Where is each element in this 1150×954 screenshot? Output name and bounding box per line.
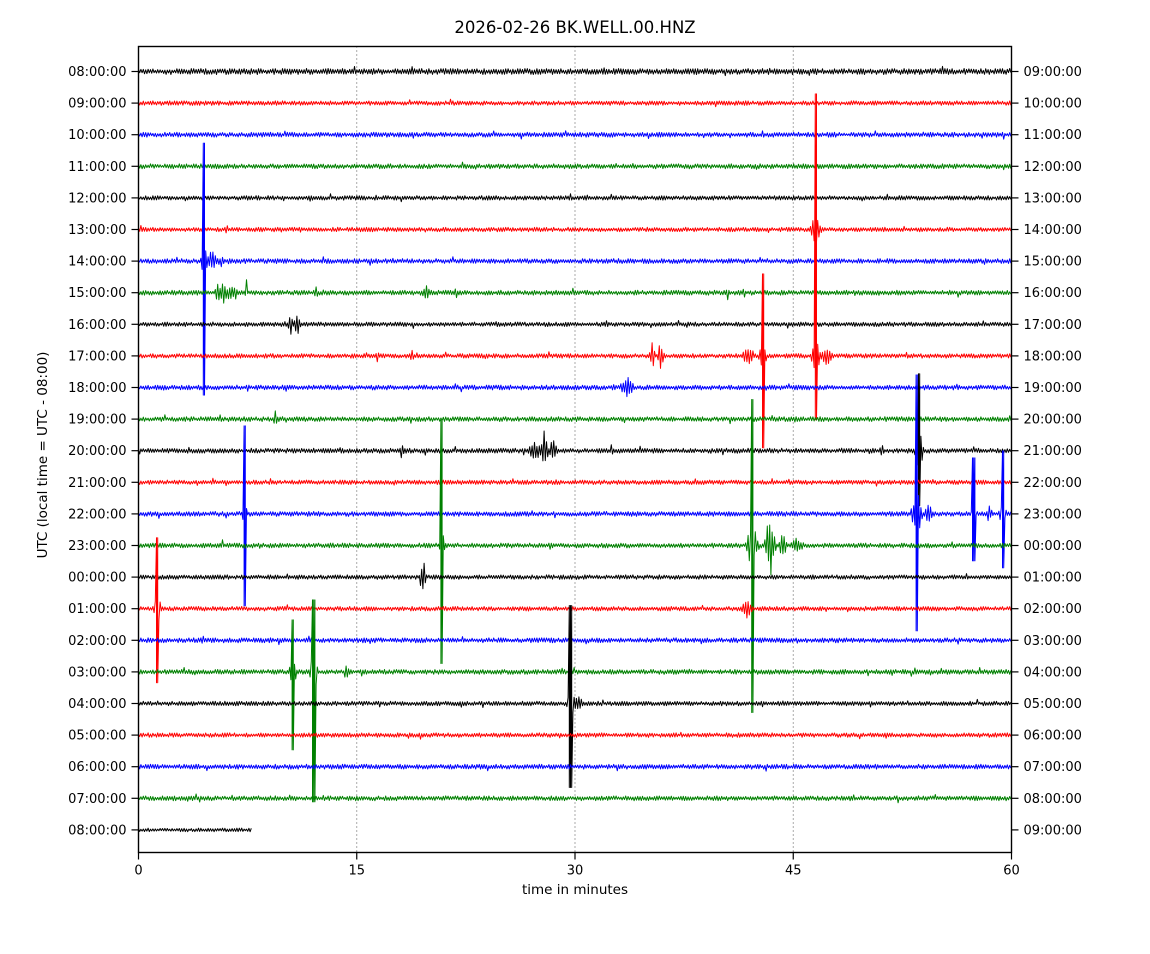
left-time-label: 16:00:00 bbox=[68, 318, 126, 333]
right-time-label: 03:00:00 bbox=[1024, 634, 1082, 649]
trace-row-22 bbox=[138, 374, 1012, 632]
trace-row-15 bbox=[138, 279, 1012, 304]
trace-row-13 bbox=[138, 219, 1012, 243]
trace-row-01 bbox=[138, 537, 1012, 684]
left-time-label: 17:00:00 bbox=[68, 349, 126, 364]
axes-ticks-labels: 0 15 30 45 60 08:00:00 09:00:00 09:00:00 10:00:0… bbox=[68, 65, 1082, 879]
right-time-label: 15:00:00 bbox=[1024, 255, 1082, 270]
left-time-label: 07:00:00 bbox=[68, 792, 126, 807]
x-tick-label: 30 bbox=[567, 864, 584, 879]
right-time-label: 13:00:00 bbox=[1024, 191, 1082, 206]
chart-title: 2026-02-26 BK.WELL.00.HNZ bbox=[454, 18, 695, 37]
right-time-label: 14:00:00 bbox=[1024, 223, 1082, 238]
right-time-label: 09:00:00 bbox=[1024, 65, 1082, 80]
right-time-label: 08:00:00 bbox=[1024, 792, 1082, 807]
trace-row-20 bbox=[138, 373, 1012, 507]
right-time-label: 21:00:00 bbox=[1024, 444, 1082, 459]
left-time-label: 11:00:00 bbox=[68, 160, 126, 175]
right-time-label: 10:00:00 bbox=[1024, 97, 1082, 112]
trace-row-10 bbox=[138, 130, 1012, 140]
x-tick-label: 0 bbox=[134, 864, 142, 879]
left-time-label: 15:00:00 bbox=[68, 286, 126, 301]
right-time-label: 23:00:00 bbox=[1024, 507, 1082, 522]
right-time-label: 22:00:00 bbox=[1024, 476, 1082, 491]
left-time-label: 09:00:00 bbox=[68, 97, 126, 112]
trace-row-06 bbox=[138, 763, 1012, 772]
right-time-label: 04:00:00 bbox=[1024, 665, 1082, 680]
trace-row-17 bbox=[138, 93, 1012, 449]
left-time-label: 00:00:00 bbox=[68, 571, 126, 586]
trace-row-08 bbox=[138, 65, 1012, 77]
left-time-label: 19:00:00 bbox=[68, 413, 126, 428]
left-time-label: 23:00:00 bbox=[68, 539, 126, 554]
right-time-label: 19:00:00 bbox=[1024, 381, 1082, 396]
right-time-label: 11:00:00 bbox=[1024, 128, 1082, 143]
trace-row-16 bbox=[138, 315, 1012, 335]
trace-row-00 bbox=[138, 562, 1012, 590]
x-axis-label: time in minutes bbox=[522, 882, 628, 898]
left-time-label: 20:00:00 bbox=[68, 444, 126, 459]
right-time-label: 02:00:00 bbox=[1024, 602, 1082, 617]
trace-row-11 bbox=[138, 161, 1012, 171]
left-time-label: 08:00:00 bbox=[68, 823, 126, 838]
left-time-label: 14:00:00 bbox=[68, 255, 126, 270]
trace-lines bbox=[138, 65, 1012, 833]
right-time-label: 05:00:00 bbox=[1024, 697, 1082, 712]
left-time-label: 12:00:00 bbox=[68, 191, 126, 206]
left-time-label: 03:00:00 bbox=[68, 665, 126, 680]
right-time-label: 12:00:00 bbox=[1024, 160, 1082, 175]
trace-row-18 bbox=[138, 377, 1012, 398]
trace-row-12 bbox=[138, 193, 1012, 203]
right-time-label: 17:00:00 bbox=[1024, 318, 1082, 333]
x-tick-label: 15 bbox=[348, 864, 365, 879]
trace-row-09 bbox=[138, 98, 1012, 108]
left-time-label: 01:00:00 bbox=[68, 602, 126, 617]
right-time-label: 16:00:00 bbox=[1024, 286, 1082, 301]
plot-frame bbox=[137, 45, 1013, 854]
left-time-label: 02:00:00 bbox=[68, 634, 126, 649]
trace-row-07 bbox=[138, 793, 1012, 804]
trace-row-14 bbox=[138, 142, 1012, 396]
right-time-label: 06:00:00 bbox=[1024, 729, 1082, 744]
left-time-label: 21:00:00 bbox=[68, 476, 126, 491]
left-time-label: 18:00:00 bbox=[68, 381, 126, 396]
trace-row-19 bbox=[138, 410, 1012, 425]
y-axis-label: UTC (local time = UTC - 08:00) bbox=[35, 352, 51, 559]
left-time-label: 13:00:00 bbox=[68, 223, 126, 238]
left-time-label: 06:00:00 bbox=[68, 760, 126, 775]
right-time-label: 20:00:00 bbox=[1024, 413, 1082, 428]
trace-row-08 bbox=[138, 827, 252, 833]
left-time-label: 05:00:00 bbox=[68, 729, 126, 744]
trace-row-02 bbox=[138, 635, 1012, 646]
x-tick-label: 60 bbox=[1003, 864, 1020, 879]
left-time-label: 10:00:00 bbox=[68, 128, 126, 143]
right-time-label: 18:00:00 bbox=[1024, 349, 1082, 364]
trace-row-04 bbox=[138, 605, 1012, 788]
right-time-label: 07:00:00 bbox=[1024, 760, 1082, 775]
left-time-label: 22:00:00 bbox=[68, 507, 126, 522]
left-time-label: 08:00:00 bbox=[68, 65, 126, 80]
right-time-label: 09:00:00 bbox=[1024, 823, 1082, 838]
trace-row-05 bbox=[138, 731, 1012, 740]
trace-row-21 bbox=[138, 477, 1012, 487]
right-time-label: 01:00:00 bbox=[1024, 571, 1082, 586]
x-tick-label: 45 bbox=[785, 864, 802, 879]
trace-row-23 bbox=[138, 399, 1012, 713]
left-time-label: 04:00:00 bbox=[68, 697, 126, 712]
right-time-label: 00:00:00 bbox=[1024, 539, 1082, 554]
